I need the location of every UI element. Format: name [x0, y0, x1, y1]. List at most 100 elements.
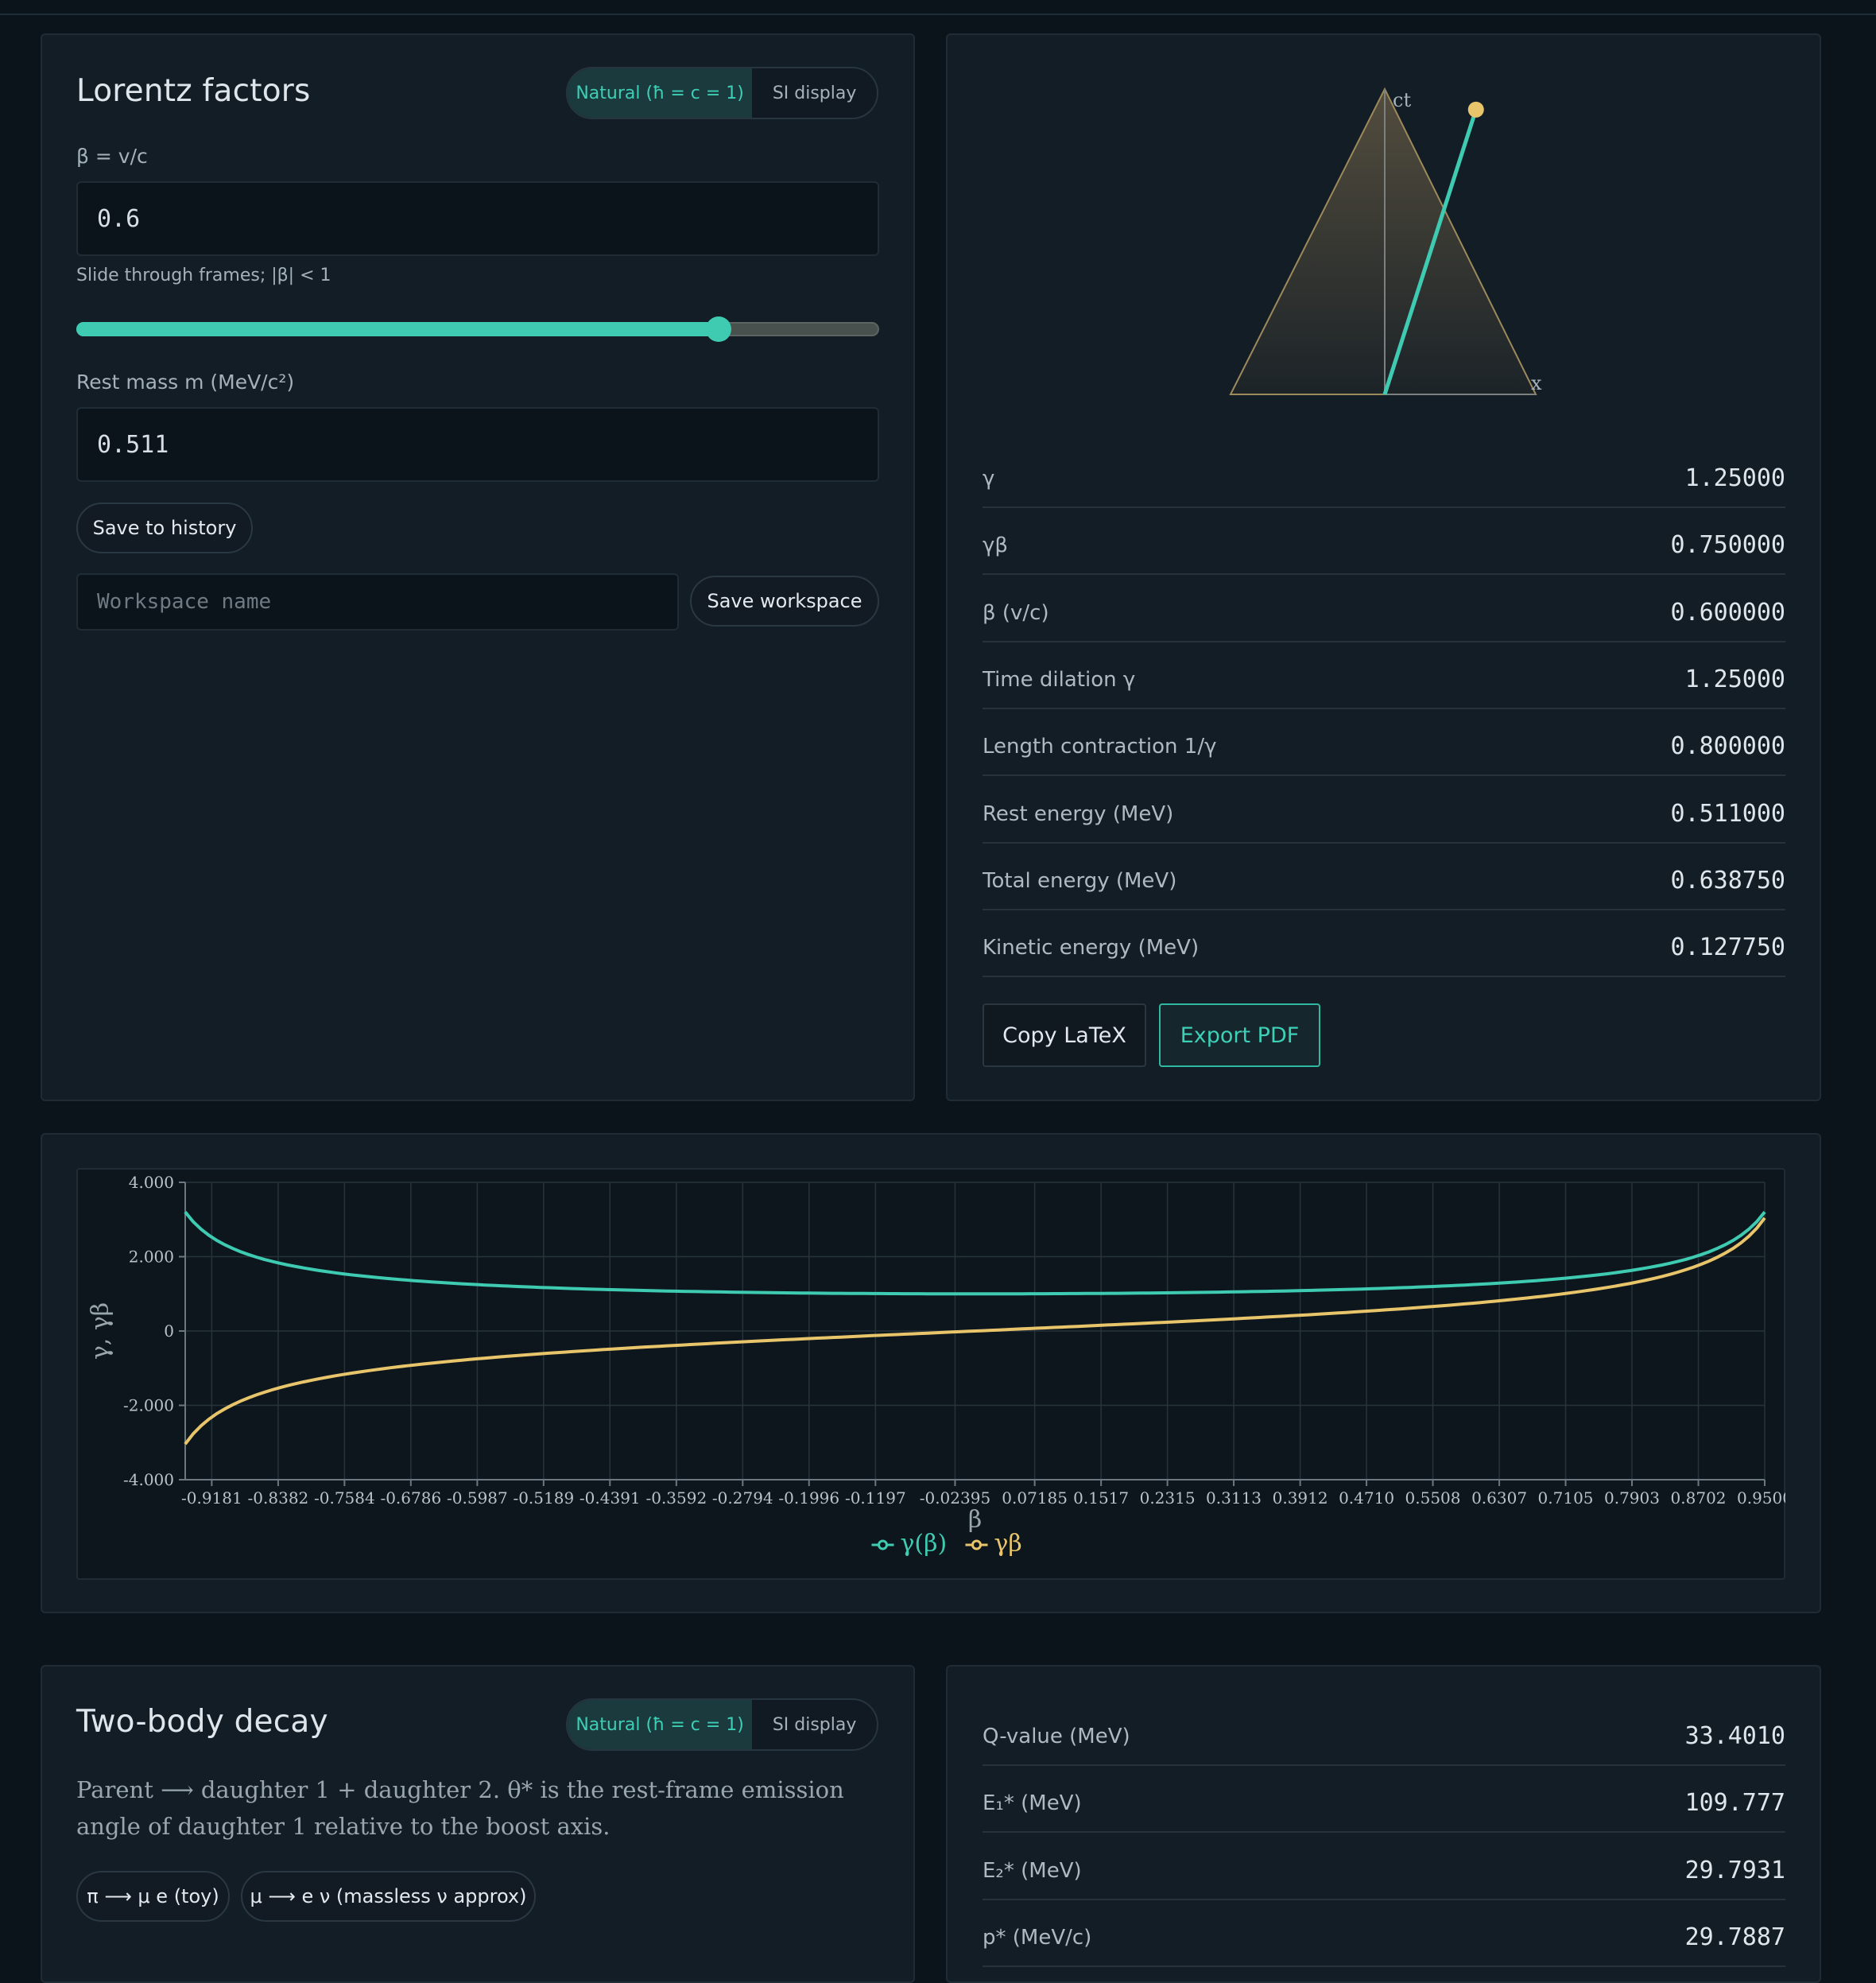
- result-label: Total energy (MeV): [983, 868, 1177, 893]
- series-gamma-line: [184, 1211, 1766, 1296]
- x-tick-label: -0.3592: [645, 1488, 707, 1508]
- legend-label: γ(β): [901, 1530, 948, 1558]
- result-row: Length contraction 1/γ 0.800000: [983, 709, 1786, 777]
- y-tick-label: 2.000: [129, 1248, 174, 1267]
- workspace-name-input[interactable]: Workspace name: [76, 573, 679, 631]
- save-history-button[interactable]: Save to history: [76, 503, 253, 553]
- legend-label: γβ: [994, 1530, 1022, 1558]
- decay-result-row: E₁* (MeV) 109.777: [983, 1766, 1785, 1834]
- decay-result-row: E₂* (MeV) 29.7931: [983, 1834, 1785, 1900]
- preset-mu-e-nu[interactable]: μ ⟶ e ν (massless ν approx): [241, 1871, 536, 1922]
- si-display-option[interactable]: SI display: [772, 83, 857, 103]
- units-toggle: Natural (ħ = c = 1) SI display: [566, 67, 878, 119]
- result-row: Total energy (MeV) 0.638750: [983, 844, 1785, 910]
- x-tick-label: -0.1197: [845, 1488, 906, 1508]
- decay-description: Parent ⟶ daughter 1 + daughter 2. θ* is …: [76, 1776, 844, 1840]
- mass-label: Rest mass m (MeV/c²): [76, 371, 295, 394]
- result-row: Kinetic energy (MeV) 0.127750: [983, 910, 1786, 978]
- lorentz-title: Lorentz factors: [76, 73, 311, 109]
- result-value: 0.511000: [1670, 799, 1786, 828]
- x-tick-label: -0.7584: [314, 1488, 375, 1508]
- x-tick-label: 0.2315: [1140, 1488, 1196, 1508]
- top-divider: [0, 14, 1876, 15]
- y-tick-label: -4.000: [123, 1470, 174, 1489]
- x-tick-label: -0.8382: [248, 1488, 309, 1508]
- result-label: β (v/c): [983, 600, 1049, 625]
- x-tick-label: -0.4391: [579, 1488, 641, 1508]
- save-workspace-button[interactable]: Save workspace: [690, 576, 879, 627]
- x-tick-label: 0.1517: [1073, 1488, 1129, 1508]
- x-tick-label: 0.3912: [1273, 1488, 1328, 1508]
- copy-latex-button[interactable]: Copy LaTeX: [983, 1003, 1146, 1067]
- result-value: 0.600000: [1670, 598, 1786, 627]
- result-row: Time dilation γ 1.25000: [983, 642, 1785, 709]
- result-label: Time dilation γ: [983, 667, 1136, 692]
- worldline-endpoint: [1467, 101, 1484, 118]
- legend-marker: [971, 1539, 982, 1550]
- mass-input[interactable]: 0.511: [76, 407, 879, 482]
- x-label: x: [1531, 372, 1542, 394]
- decay-result-value: 109.777: [1684, 1789, 1785, 1818]
- decay-result-row: Q-value (MeV) 33.4010: [983, 1699, 1785, 1766]
- result-value: 0.638750: [1670, 866, 1786, 894]
- x-tick-label: 0.8702: [1671, 1488, 1727, 1508]
- chart-frame: [76, 1168, 1785, 1580]
- x-tick-label: -0.5987: [447, 1488, 508, 1508]
- decay-title: Two-body decay: [76, 1704, 328, 1740]
- y-axis-label: γ, γβ: [87, 1302, 114, 1360]
- result-row: γ 1.25000: [983, 441, 1785, 508]
- slider-hint: Slide through frames; |β| < 1: [76, 266, 331, 285]
- decay-result-row: p* (MeV/c) 29.7887: [983, 1900, 1785, 1967]
- result-value: 1.25000: [1684, 464, 1785, 492]
- decay-result-value: 29.7887: [1684, 1923, 1785, 1951]
- light-cone: [1229, 87, 1537, 395]
- y-tick-label: 4.000: [129, 1173, 174, 1192]
- x-tick-label: 0.6307: [1471, 1488, 1527, 1508]
- result-row: β (v/c) 0.600000: [983, 576, 1785, 642]
- x-tick-label: -0.02395: [920, 1488, 990, 1508]
- x-axis-label: β: [968, 1506, 982, 1534]
- beta-input[interactable]: 0.6: [76, 181, 879, 256]
- legend-marker: [878, 1539, 888, 1550]
- decay-result-value: 33.4010: [1684, 1722, 1785, 1750]
- x-tick-label: -0.6786: [380, 1488, 441, 1508]
- result-label: γβ: [983, 534, 1008, 558]
- x-tick-label: 0.3113: [1206, 1488, 1262, 1508]
- x-tick-label: 0.7903: [1604, 1488, 1660, 1508]
- decay-results-card: [946, 1665, 1821, 1983]
- worldline: [1382, 109, 1479, 395]
- ct-label: ct: [1393, 89, 1411, 111]
- spacetime-diagram: ct x: [1229, 87, 1542, 395]
- x-tick-label: 0.9500: [1737, 1488, 1785, 1508]
- export-pdf-button[interactable]: Export PDF: [1159, 1003, 1320, 1067]
- x-tick-label: -0.1996: [778, 1488, 839, 1508]
- x-tick-label: -0.5189: [513, 1488, 574, 1508]
- result-row: Rest energy (MeV) 0.511000: [983, 777, 1785, 844]
- natural-units-option[interactable]: Natural (ħ = c = 1): [568, 68, 753, 118]
- beta-slider-handle[interactable]: [706, 316, 731, 342]
- decay-result-label: E₁* (MeV): [983, 1791, 1082, 1816]
- x-tick-label: -0.9181: [181, 1488, 242, 1508]
- preset-pi-mu-e[interactable]: π ⟶ μ e (toy): [76, 1871, 230, 1922]
- decay-result-label: Q-value (MeV): [983, 1725, 1130, 1748]
- result-value: 0.750000: [1670, 531, 1786, 560]
- result-value: 0.800000: [1670, 732, 1786, 761]
- decay-result-label: E₂* (MeV): [983, 1858, 1082, 1883]
- result-row: γβ 0.750000: [983, 508, 1786, 576]
- beta-label: β = v/c: [76, 145, 148, 168]
- decay-si-display-option[interactable]: SI display: [772, 1714, 857, 1735]
- y-tick-label: -2.000: [123, 1396, 174, 1415]
- result-label: γ: [983, 467, 995, 491]
- decay-natural-units-option[interactable]: Natural (ħ = c = 1): [568, 1700, 753, 1749]
- series-gammabeta-line: [184, 1217, 1766, 1446]
- decay-result-value: 29.7931: [1684, 1856, 1785, 1884]
- result-value: 0.127750: [1670, 933, 1786, 962]
- x-tick-label: 0.7105: [1538, 1488, 1594, 1508]
- decay-units-toggle: Natural (ħ = c = 1) SI display: [566, 1698, 878, 1751]
- y-tick-label: 0: [164, 1321, 174, 1341]
- x-tick-label: 0.07185: [1002, 1488, 1068, 1508]
- x-tick-label: 0.5508: [1405, 1488, 1461, 1508]
- result-label: Kinetic energy (MeV): [983, 936, 1200, 960]
- x-tick-label: 0.4710: [1339, 1488, 1394, 1508]
